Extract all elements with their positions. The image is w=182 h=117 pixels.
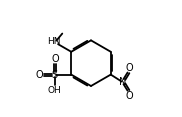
Text: HN: HN	[47, 37, 61, 46]
Text: O: O	[126, 91, 133, 101]
Text: S: S	[52, 70, 58, 80]
Text: O: O	[51, 54, 59, 64]
Text: O: O	[126, 63, 133, 73]
Text: O: O	[35, 70, 43, 80]
Text: N: N	[119, 77, 127, 87]
Text: OH: OH	[48, 86, 62, 95]
